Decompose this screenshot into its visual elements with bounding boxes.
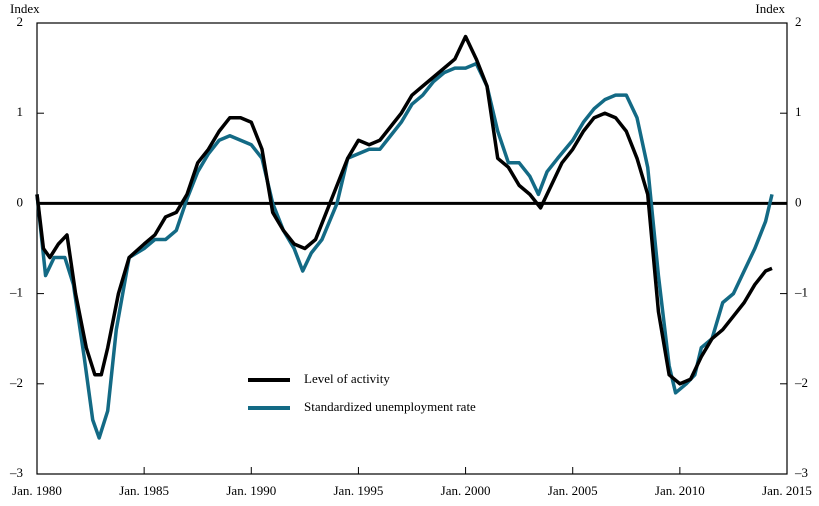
- x-tick-label: Jan. 1990: [226, 483, 276, 498]
- y-tick-label: 2: [17, 14, 24, 29]
- x-tick-label: Jan. 2010: [655, 483, 705, 498]
- x-tick-label: Jan. 2005: [548, 483, 598, 498]
- y2-axis-label: Index: [755, 1, 785, 16]
- x-tick-label: Jan. 2015: [762, 483, 812, 498]
- y-tick-label: –1: [9, 285, 23, 300]
- y-tick-label: –3: [9, 465, 23, 480]
- legend-label: Level of activity: [304, 371, 390, 386]
- legend-label: Standardized unemployment rate: [304, 399, 476, 414]
- y-tick-label: –2: [9, 375, 23, 390]
- x-tick-label: Jan. 1980: [12, 483, 62, 498]
- y2-tick-label: –1: [794, 285, 808, 300]
- series-line: [35, 34, 773, 386]
- x-tick-label: Jan. 1995: [334, 483, 384, 498]
- y-axis-label: Index: [10, 1, 40, 16]
- y2-tick-label: –2: [794, 375, 808, 390]
- series-line: [35, 61, 774, 440]
- y2-tick-label: 1: [795, 104, 802, 119]
- y2-tick-label: 0: [795, 194, 802, 209]
- plot-frame: [36, 22, 788, 475]
- y-tick-label: 1: [17, 104, 24, 119]
- y2-tick-label: –3: [794, 465, 808, 480]
- y2-tick-label: 2: [795, 14, 802, 29]
- x-tick-label: Jan. 1985: [119, 483, 169, 498]
- x-tick-label: Jan. 2000: [441, 483, 491, 498]
- y-tick-label: 0: [17, 194, 24, 209]
